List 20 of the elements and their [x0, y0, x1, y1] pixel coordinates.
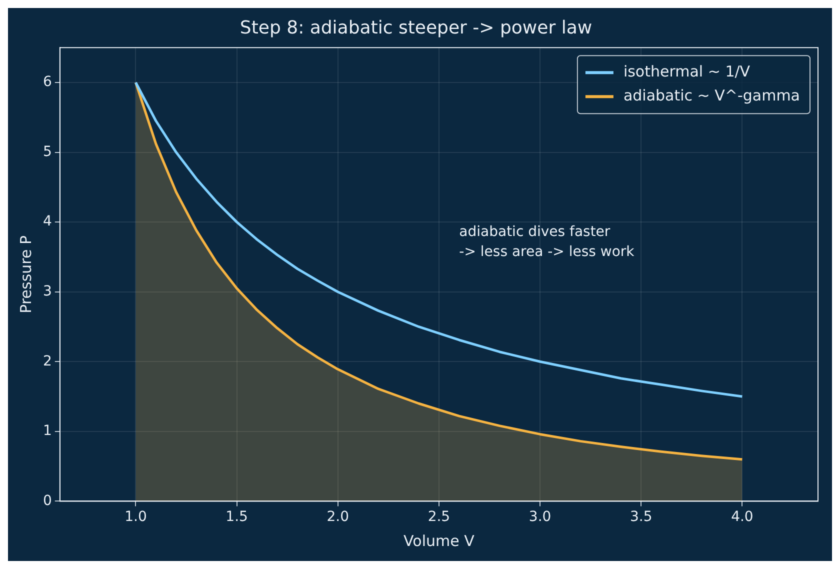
x-tick-label: 3.0	[528, 509, 552, 526]
y-tick-label: 3	[42, 283, 52, 300]
x-axis-title: Volume V	[404, 532, 476, 550]
y-tick-label: 2	[42, 353, 52, 370]
y-tick-label: 5	[42, 144, 52, 160]
x-tick-label: 2.0	[326, 509, 350, 526]
y-tick-label: 6	[42, 74, 52, 90]
y-tick-label: 4	[42, 214, 52, 230]
x-tick-label: 3.5	[630, 509, 652, 526]
legend-label: adiabatic ~ V^-gamma	[623, 86, 800, 104]
x-tick-label: 4.0	[731, 509, 754, 526]
x-tick-label: 1.0	[124, 509, 147, 526]
chart-title: Step 8: adiabatic steeper -> power law	[240, 17, 592, 38]
x-tick-label: 1.5	[226, 509, 248, 526]
y-tick-label: 0	[42, 492, 52, 509]
annotation: adiabatic dives faster -> less area -> less work	[459, 224, 636, 260]
y-tick-label: 1	[42, 423, 52, 440]
y-axis-title: Pressure P	[16, 235, 35, 314]
legend-label: isothermal ~ 1/V	[623, 62, 751, 80]
x-tick-label: 2.5	[428, 509, 450, 526]
